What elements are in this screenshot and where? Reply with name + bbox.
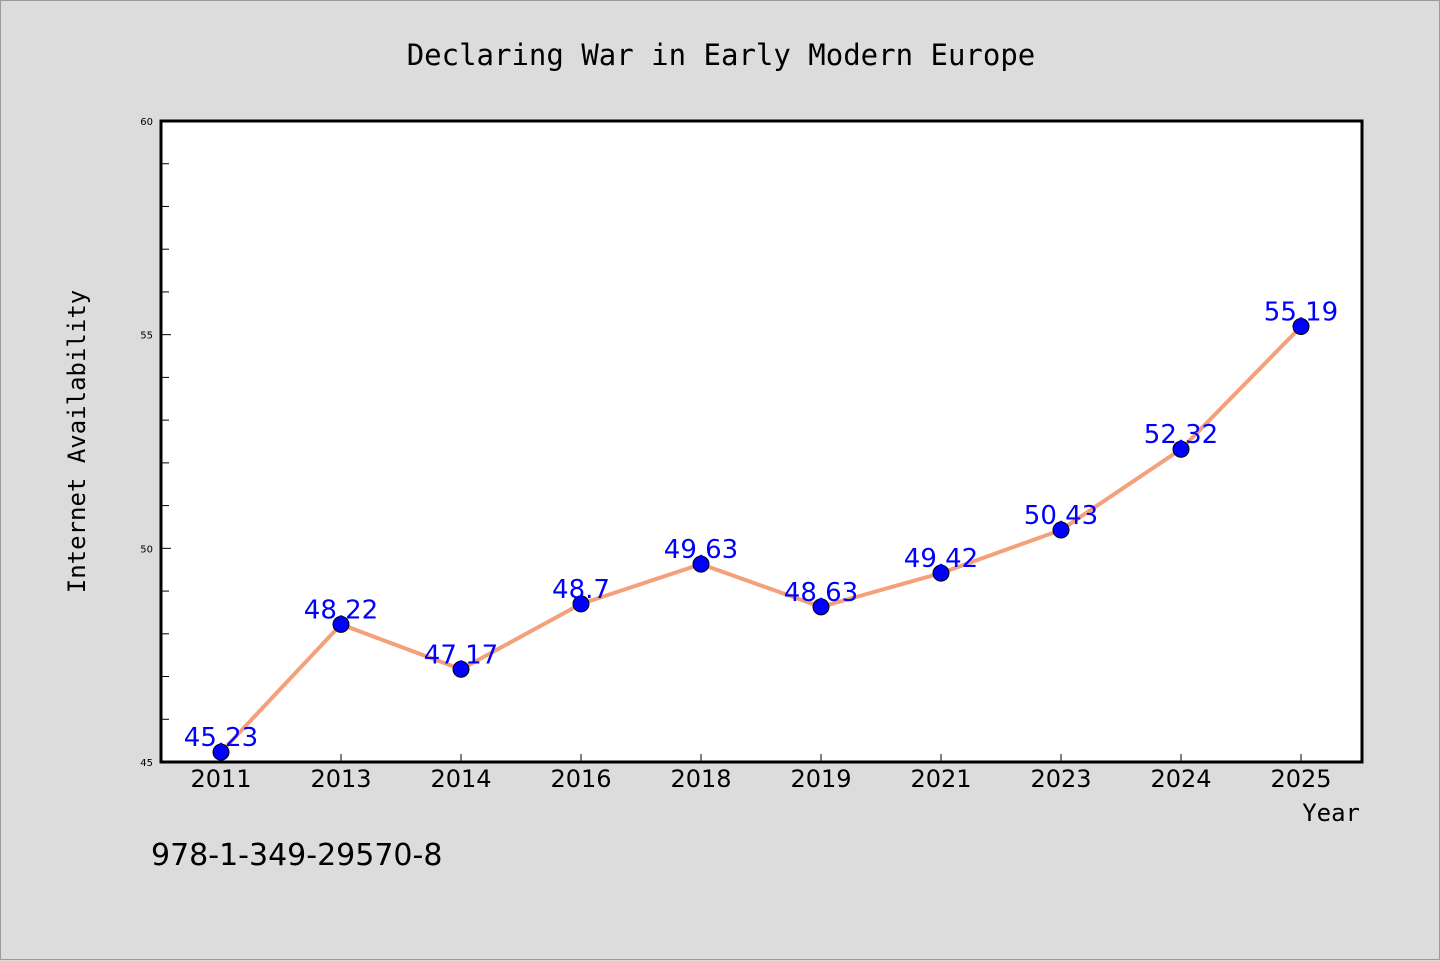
data-point (932, 564, 950, 582)
x-tick-label: 2016 (550, 765, 611, 793)
data-point (1052, 521, 1070, 539)
series-layer: 45.23 48.22 47.17 48.7 49.63 48.63 49.42 50.43 5… (184, 298, 1338, 761)
x-tick-label: 2019 (790, 765, 851, 793)
data-label: 48.63 (784, 578, 858, 608)
x-tick-label: 2025 (1270, 765, 1331, 793)
y-axis-label: Internet Availability (63, 290, 91, 593)
data-point (692, 555, 710, 573)
x-axis-label: Year (1302, 799, 1360, 827)
data-point (452, 660, 470, 678)
data-label: 55.19 (1264, 298, 1338, 328)
data-point (332, 615, 350, 633)
data-point (212, 743, 230, 761)
data-label: 52.32 (1144, 420, 1218, 450)
x-tick-label: 2013 (310, 765, 371, 793)
data-point (1172, 440, 1190, 458)
data-point (1292, 318, 1310, 336)
y-axis-ticks: 45 50 55 60 (140, 117, 171, 769)
x-tick-label: 2024 (1150, 765, 1211, 793)
data-label: 48.7 (552, 575, 610, 605)
data-label: 48.22 (304, 595, 378, 625)
x-tick-label: 2023 (1030, 765, 1091, 793)
y-tick-label: 50 (140, 544, 153, 555)
x-tick-label: 2011 (190, 765, 251, 793)
series-line (219, 325, 1303, 754)
x-tick-label: 2018 (670, 765, 731, 793)
x-tick-label: 2014 (430, 765, 491, 793)
data-point (812, 598, 830, 616)
plot-area (159, 119, 1364, 764)
y-tick-label: 55 (140, 331, 153, 342)
data-label: 45.23 (184, 723, 258, 753)
x-tick-label: 2021 (910, 765, 971, 793)
x-axis-ticks: 2011 2013 2014 2016 2018 2019 2021 2023 2024 2025 (190, 754, 1332, 793)
data-label: 49.63 (664, 535, 738, 565)
data-point (572, 595, 590, 613)
data-label: 47.17 (424, 640, 498, 670)
footnote-isbn: 978-1-349-29570-8 (151, 838, 442, 873)
y-tick-label: 45 (140, 758, 153, 769)
data-label: 49.42 (904, 544, 978, 574)
y-tick-label: 60 (140, 117, 153, 128)
chart-title: Declaring War in Early Modern Europe (407, 38, 1036, 72)
data-label: 50.43 (1024, 501, 1098, 531)
